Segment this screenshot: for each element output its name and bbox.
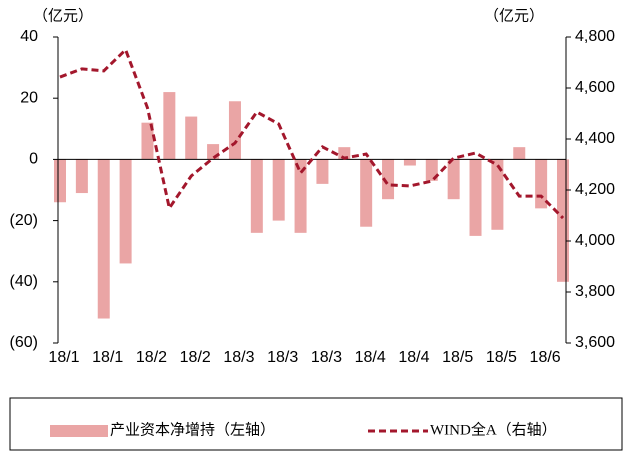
y2-unit: （亿元）	[484, 7, 544, 24]
y2-tick-label: 4,400	[575, 130, 615, 147]
x-tick-label: 18/1	[92, 349, 123, 366]
bar	[54, 159, 66, 203]
y-tick-label: (60)	[10, 334, 38, 351]
bar	[294, 159, 307, 233]
y-tick-label: (40)	[10, 273, 38, 290]
bar	[228, 101, 241, 160]
x-tick-label: 18/3	[311, 349, 342, 366]
x-tick-label: 18/4	[398, 349, 429, 366]
bar	[491, 159, 504, 230]
y2-tick-label: 4,600	[575, 79, 615, 96]
y-tick-label: 40	[20, 28, 38, 45]
y2-tick-label: 3,600	[575, 334, 615, 351]
bar	[382, 159, 395, 200]
y2-tick-label: 4,800	[575, 28, 615, 45]
y-unit: （亿元）	[33, 7, 93, 24]
legend-swatch	[50, 425, 108, 437]
y-tick-label: 0	[29, 151, 38, 168]
y2-tick-label: 4,000	[575, 232, 615, 249]
x-tick-label: 18/2	[180, 349, 211, 366]
bar	[425, 159, 438, 181]
bar	[75, 159, 88, 194]
legend-label: WIND全A（右轴）	[430, 420, 557, 438]
x-tick-label: 18/2	[136, 349, 167, 366]
bar	[469, 159, 482, 236]
y2-tick-label: 4,200	[575, 181, 615, 198]
x-tick-label: 18/3	[223, 349, 254, 366]
x-tick-label: 18/5	[486, 349, 517, 366]
bar	[513, 147, 526, 160]
y2-tick-label: 3,800	[575, 283, 615, 300]
bar	[447, 159, 460, 200]
x-tick-label: 18/3	[267, 349, 298, 366]
bar	[185, 116, 198, 160]
bar	[272, 159, 285, 221]
legend-box	[9, 397, 623, 451]
y-tick-label: 20	[20, 89, 38, 106]
bar	[97, 159, 110, 319]
line	[59, 47, 565, 220]
x-tick-label: 18/5	[442, 349, 473, 366]
x-tick-label: 18/4	[355, 349, 386, 366]
bar	[163, 92, 176, 160]
bar	[403, 159, 416, 166]
bar	[557, 159, 569, 282]
x-tick-label: 18/1	[48, 349, 79, 366]
legend-label: 产业资本净增持（左轴）	[110, 421, 275, 438]
bar	[141, 122, 154, 160]
bar	[316, 159, 329, 184]
bar	[250, 159, 263, 233]
y-tick-label: (20)	[10, 212, 38, 229]
bar	[119, 159, 132, 264]
x-tick-label: 18/6	[530, 349, 561, 366]
bar	[360, 159, 373, 227]
